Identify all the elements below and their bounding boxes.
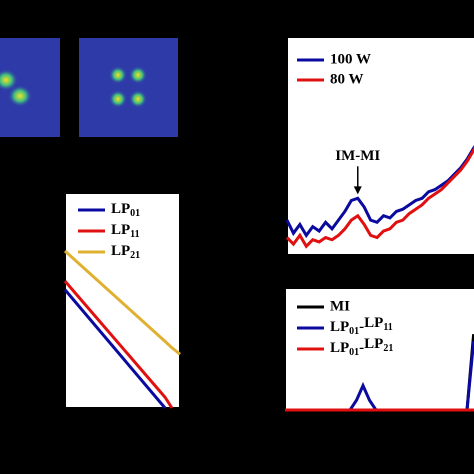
series-line <box>285 146 474 249</box>
series-line <box>63 288 167 409</box>
series-line <box>63 280 174 409</box>
legend-label: LP01-LP11 <box>330 315 393 337</box>
legend-label: LP11 <box>111 222 140 240</box>
legend-label: MI <box>330 298 350 314</box>
legend-label: LP01 <box>111 201 140 219</box>
mode-image-lp11 <box>0 38 60 137</box>
chart-panel: 100 W 80 W IM-MI <box>285 36 474 256</box>
legend-label: LP01-LP21 <box>330 336 393 358</box>
legend-label: 100 W <box>330 51 371 67</box>
series-line <box>285 145 474 239</box>
plot-area <box>64 192 181 409</box>
annotation: IM-MI <box>335 148 380 164</box>
plot-area <box>286 36 474 256</box>
legend-label: 80 W <box>330 71 363 87</box>
annotation-arrowhead <box>353 186 362 195</box>
chart-panel: LP01 LP11 LP21 <box>63 192 181 409</box>
legend-label: LP21 <box>111 243 140 261</box>
mode-image-lp21 <box>79 38 178 137</box>
series-line <box>63 249 181 356</box>
